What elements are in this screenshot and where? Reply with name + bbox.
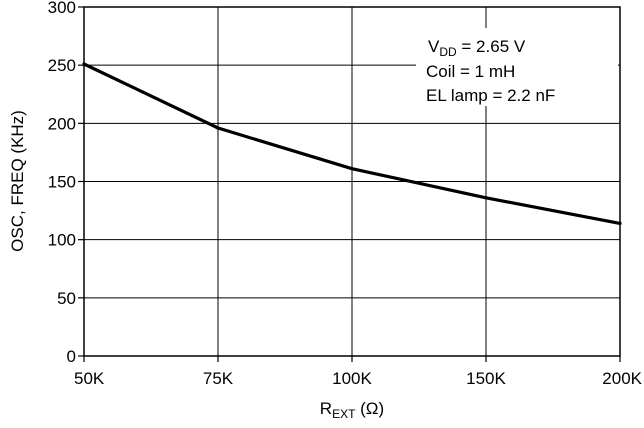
y-tick-label: 150	[48, 173, 76, 192]
annotation-coil: Coil = 1 mH	[426, 62, 515, 81]
y-tick-label: 50	[57, 289, 76, 308]
x-tick-label: 150K	[466, 369, 506, 388]
x-tick-label: 75K	[203, 369, 234, 388]
y-tick-labels: 0 50 100 150 200 250 300	[48, 0, 76, 366]
x-axis-label: REXT (Ω)	[320, 399, 384, 421]
data-point	[82, 62, 86, 66]
data-point	[484, 196, 488, 200]
data-point	[350, 167, 354, 171]
y-tick-label: 200	[48, 114, 76, 133]
y-tick-label: 100	[48, 231, 76, 250]
annotation-el-lamp: EL lamp = 2.2 nF	[426, 86, 555, 105]
y-axis-label: OSC, FREQ (KHz)	[8, 110, 27, 252]
annotation-box-background	[416, 28, 618, 106]
data-points	[82, 62, 622, 225]
x-tick-label: 100K	[332, 369, 372, 388]
annotation-vdd: VDD = 2.65 V	[428, 37, 526, 59]
y-tick-label: 300	[48, 0, 76, 17]
plot-area-frame	[83, 6, 621, 357]
y-tick-label: 250	[48, 56, 76, 75]
data-point	[618, 221, 622, 225]
x-tick-labels: 50K 75K 100K 150K 200K	[74, 369, 643, 388]
x-tick-label: 200K	[602, 369, 642, 388]
x-tick-label: 50K	[74, 369, 105, 388]
y-tick-label: 0	[67, 347, 76, 366]
data-point	[216, 126, 220, 130]
